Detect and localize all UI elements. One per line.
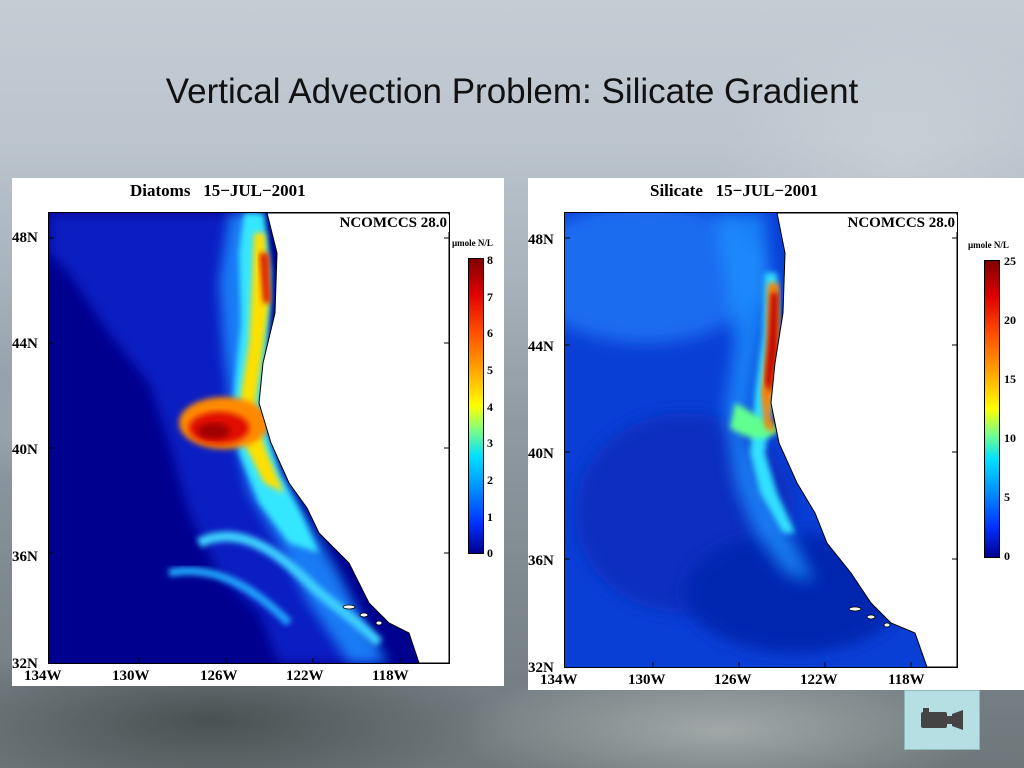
colorbar-tick: 25: [1004, 254, 1016, 268]
colorbar-tick: 7: [487, 290, 493, 304]
colorbar: [984, 260, 1000, 558]
silicate-map-plot: [565, 213, 957, 667]
diatoms-panel: Diatoms 15−JUL−2001: [12, 178, 504, 686]
colorbar-tick: 8: [487, 253, 493, 267]
lon-label: 118W: [888, 672, 925, 688]
panel-title: Diatoms 15−JUL−2001: [130, 181, 306, 200]
colorbar-tick: 1: [487, 510, 493, 524]
lat-label: 32N: [12, 656, 38, 672]
diatoms-map-plot: [49, 213, 449, 663]
lat-label: 44N: [528, 339, 554, 355]
slide-title: Vertical Advection Problem: Silicate Gra…: [165, 72, 859, 111]
lon-label: 134W: [24, 668, 62, 684]
colorbar-tick: 10: [1004, 431, 1016, 445]
lat-label: 40N: [12, 442, 38, 458]
lon-label: 126W: [200, 668, 238, 684]
silicate-panel: Silicate 15−JUL−2001: [528, 178, 1024, 690]
diatoms-map: NCOMCCS 28.0: [48, 212, 450, 664]
model-label: NCOMCCS 28.0: [337, 215, 449, 232]
colorbar-tick: 5: [1004, 490, 1010, 504]
colorbar: [468, 258, 484, 554]
colorbar-tick: 0: [1004, 549, 1010, 563]
panel-title: Silicate 15−JUL−2001: [650, 181, 819, 200]
lon-label: 126W: [714, 672, 752, 688]
silicate-map: NCOMCCS 28.0: [564, 212, 958, 668]
lat-label: 40N: [528, 446, 554, 462]
lat-label: 48N: [528, 232, 554, 248]
model-label: NCOMCCS 28.0: [845, 215, 957, 232]
colorbar-tick: 6: [487, 326, 493, 340]
colorbar-unit: µmole N/L: [968, 240, 1009, 250]
play-movie-button[interactable]: [904, 690, 980, 750]
lat-label: 32N: [528, 660, 554, 676]
colorbar-tick: 5: [487, 363, 493, 377]
lon-label: 130W: [628, 672, 666, 688]
lon-label: 118W: [372, 668, 409, 684]
colorbar-tick: 20: [1004, 313, 1016, 327]
lon-label: 130W: [112, 668, 150, 684]
lat-label: 36N: [12, 549, 38, 565]
video-camera-icon: [921, 708, 963, 730]
lat-label: 44N: [12, 336, 38, 352]
lat-label: 48N: [12, 230, 38, 246]
colorbar-tick: 15: [1004, 372, 1016, 386]
lon-label: 134W: [540, 672, 578, 688]
lon-label: 122W: [286, 668, 324, 684]
colorbar-tick: 3: [487, 436, 493, 450]
colorbar-tick: 2: [487, 473, 493, 487]
lat-label: 36N: [528, 553, 554, 569]
colorbar-tick: 0: [487, 546, 493, 560]
lon-label: 122W: [800, 672, 838, 688]
colorbar-unit: µmole N/L: [452, 238, 493, 248]
colorbar-tick: 4: [487, 400, 493, 414]
